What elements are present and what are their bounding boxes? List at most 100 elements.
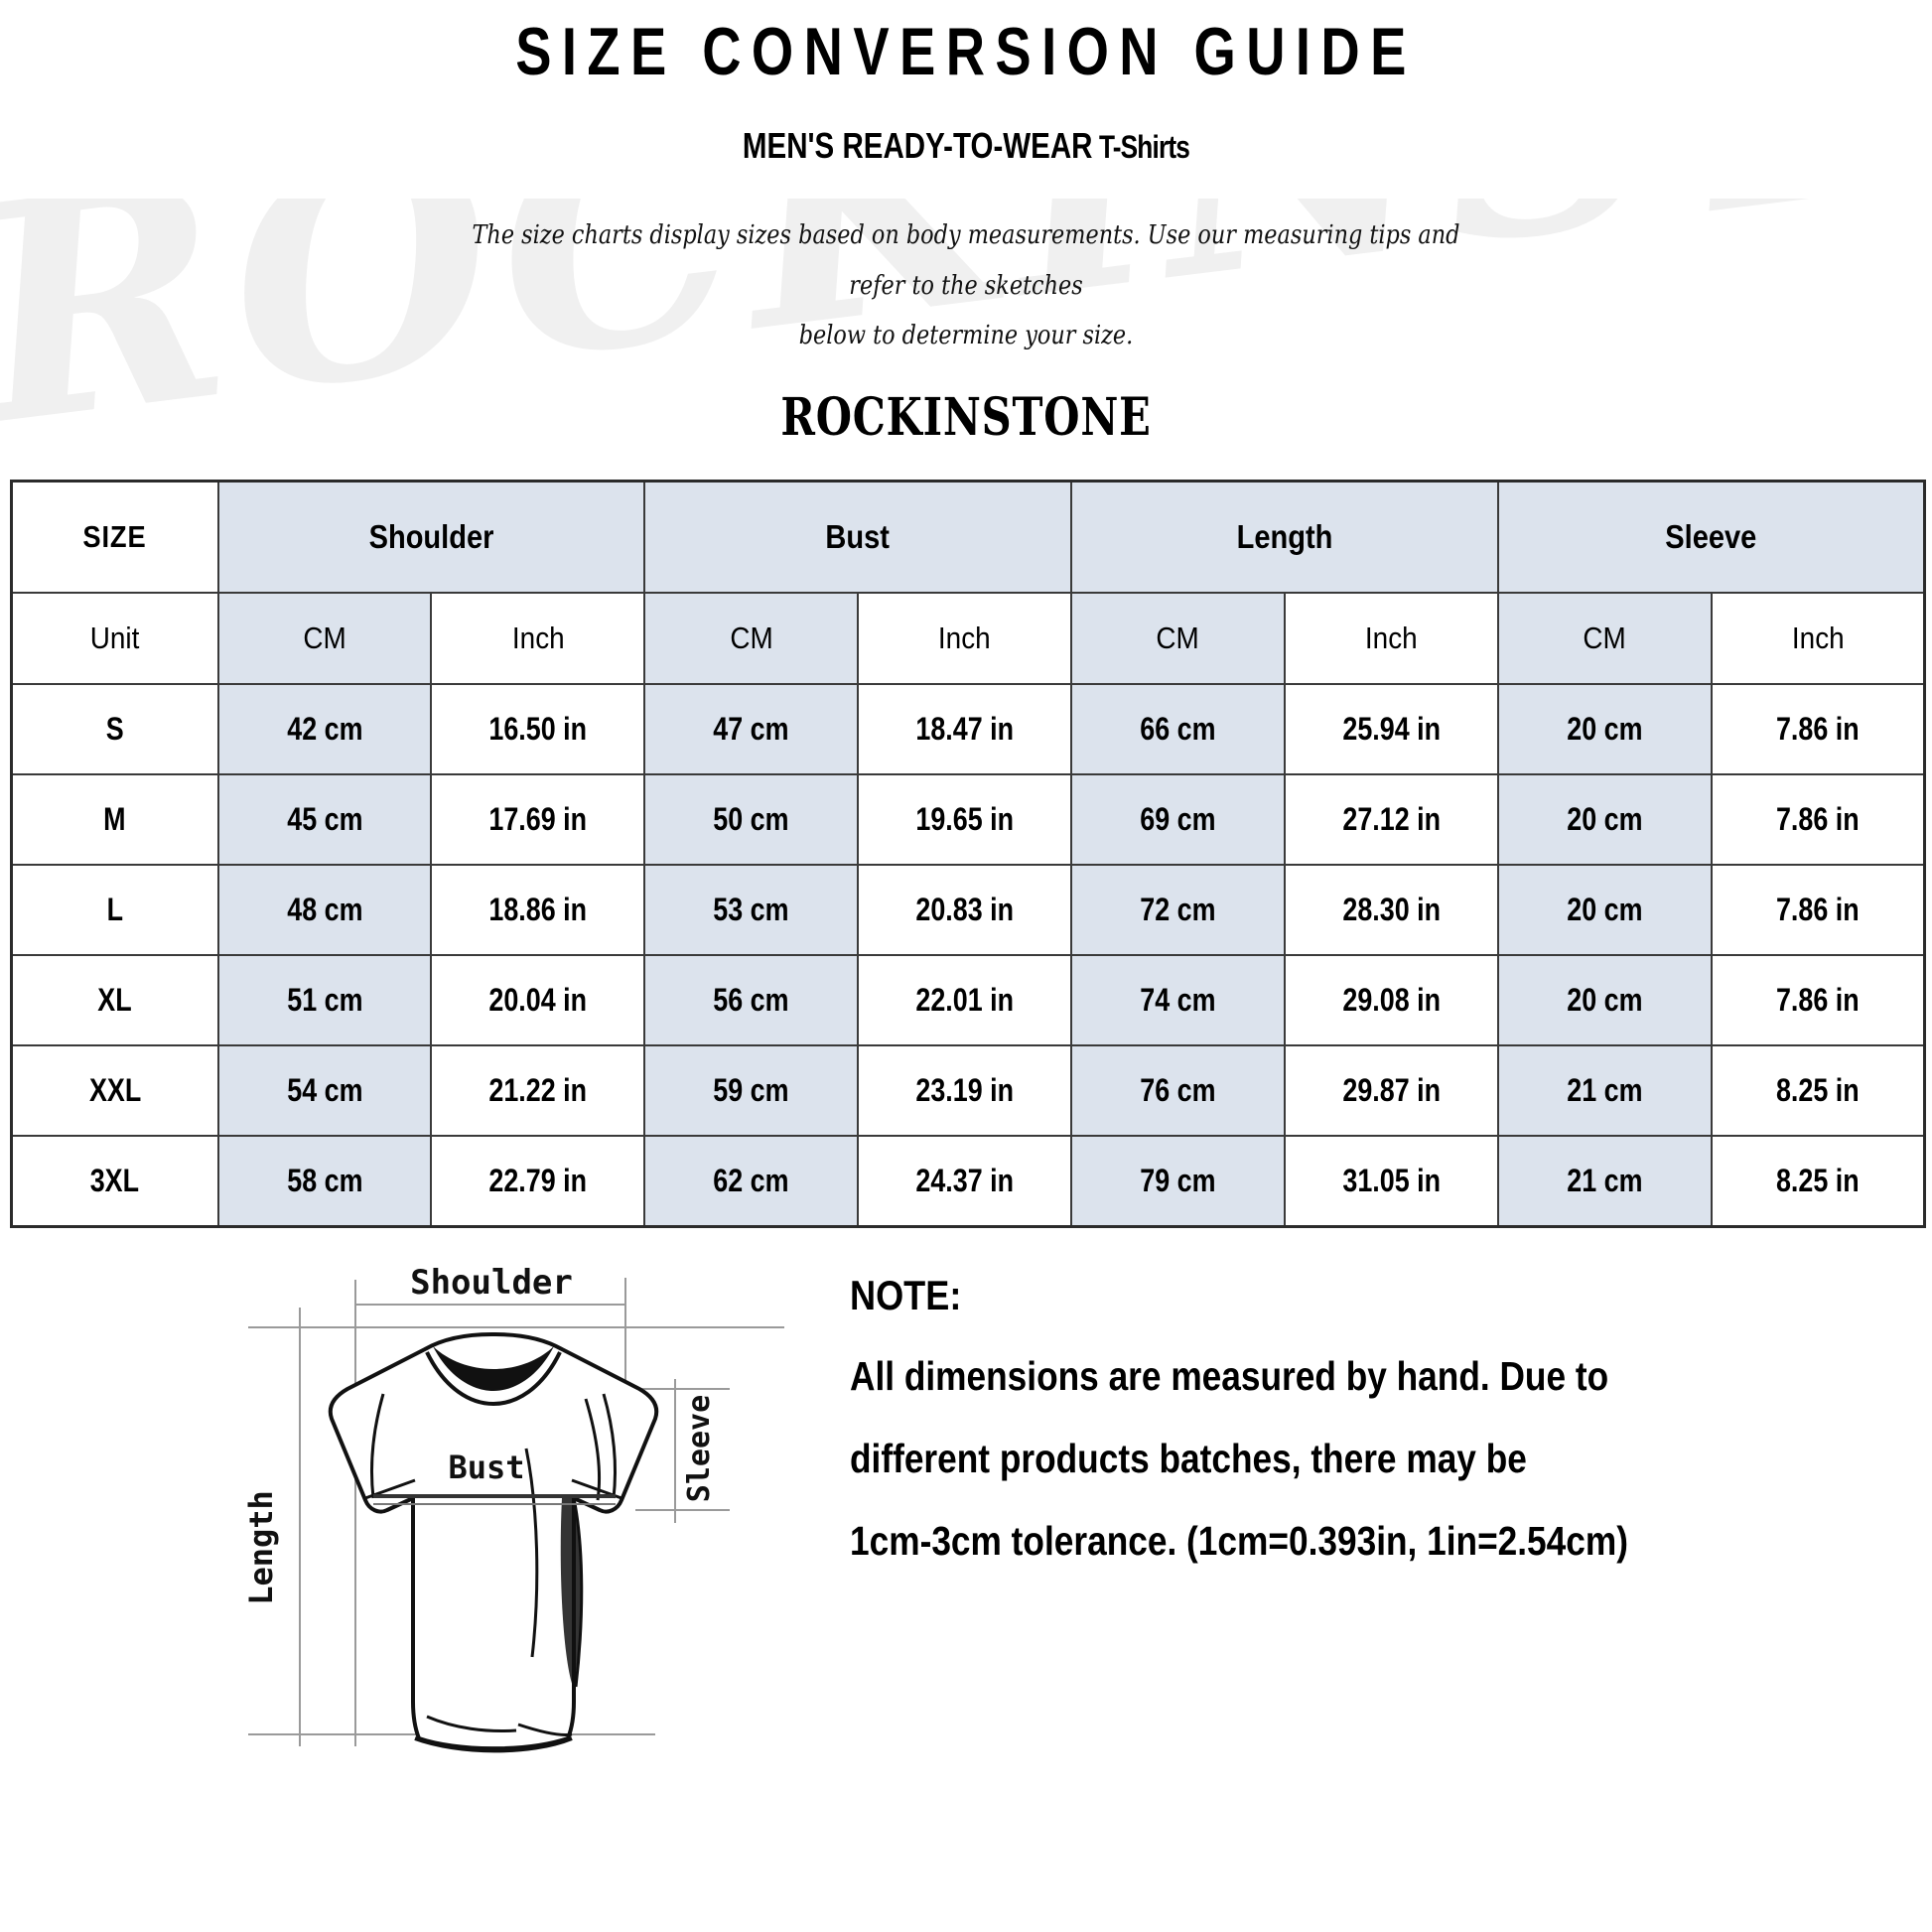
cell-measurement: 58 cm xyxy=(216,1135,433,1228)
cell-measurement: 42 cm xyxy=(216,683,433,776)
header-unit-shoulder-inch: Inch xyxy=(430,592,646,686)
cell-measurement: 22.01 in xyxy=(857,954,1072,1047)
cell-measurement: 20 cm xyxy=(1496,683,1713,776)
table-head: SIZE Shoulder Bust Length Sleeve Unit CM… xyxy=(10,480,1926,686)
subtitle-main: MEN'S READY-TO-WEAR xyxy=(742,125,1093,166)
cell-measurement: 72 cm xyxy=(1070,864,1286,957)
cell-measurement: 17.69 in xyxy=(430,773,646,867)
cell-measurement: 79 cm xyxy=(1070,1135,1286,1228)
cell-size-label: M xyxy=(10,773,219,867)
table-row: M 45 cm 17.69 in 50 cm 19.65 in 69 cm 27.12 in… xyxy=(10,773,1926,867)
table-row: 3XL 58 cm 22.79 in 62 cm 24.37 in 79 cm 31.05 … xyxy=(10,1135,1926,1228)
cell-measurement: 27.12 in xyxy=(1283,773,1499,867)
page-title: SIZE CONVERSION GUIDE xyxy=(515,14,1417,89)
diagram-label-length: Length xyxy=(242,1490,280,1605)
tshirt-diagram-svg: Shoulder Bust Length Sleeve xyxy=(242,1263,784,1753)
header-unit-sleeve-inch: Inch xyxy=(1710,592,1926,686)
header-group-sleeve: Sleeve xyxy=(1496,480,1926,595)
cell-measurement: 18.86 in xyxy=(430,864,646,957)
tshirt-collar xyxy=(433,1346,554,1392)
diagram-label-shoulder: Shoulder xyxy=(410,1263,573,1303)
cell-measurement: 45 cm xyxy=(216,773,433,867)
size-conversion-table: SIZE Shoulder Bust Length Sleeve Unit CM… xyxy=(10,480,1926,1229)
intro-paragraph: The size charts display sizes based on b… xyxy=(454,167,1478,361)
cell-measurement: 20.83 in xyxy=(857,864,1072,957)
tshirt-shadow xyxy=(560,1498,582,1690)
cell-measurement: 29.87 in xyxy=(1283,1044,1499,1138)
cell-measurement: 23.19 in xyxy=(857,1044,1072,1138)
cell-measurement: 18.47 in xyxy=(857,683,1072,776)
cell-measurement: 20 cm xyxy=(1496,954,1713,1047)
cell-measurement: 51 cm xyxy=(216,954,433,1047)
cell-measurement: 24.37 in xyxy=(857,1135,1072,1228)
note-line-3: 1cm-3cm tolerance. (1cm=0.393in, 1in=2.5… xyxy=(850,1518,1628,1565)
subtitle-product-label: T-Shirts xyxy=(1098,129,1190,165)
cell-measurement: 16.50 in xyxy=(430,683,646,776)
tshirt-diagram: Shoulder Bust Length Sleeve xyxy=(189,1250,784,1766)
cell-measurement: 69 cm xyxy=(1070,773,1286,867)
intro-line-2: below to determine your size. xyxy=(798,321,1134,351)
cell-measurement: 20 cm xyxy=(1496,864,1713,957)
brand-name: ROCKINSTONE xyxy=(780,387,1152,449)
header-unit-shoulder-cm: CM xyxy=(216,592,433,686)
table-body: S 42 cm 16.50 in 47 cm 18.47 in 66 cm 25.94 in… xyxy=(10,683,1926,1228)
header-group-length: Length xyxy=(1070,480,1499,595)
bottom-section: Shoulder Bust Length Sleeve NOTE: All di… xyxy=(0,1250,1932,1766)
note-title: NOTE: xyxy=(850,1272,962,1319)
cell-measurement: 62 cm xyxy=(643,1135,860,1228)
cell-measurement: 29.08 in xyxy=(1283,954,1499,1047)
cell-measurement: 7.86 in xyxy=(1710,954,1926,1047)
intro-line-1: The size charts display sizes based on b… xyxy=(472,220,1460,301)
cell-measurement: 7.86 in xyxy=(1710,773,1926,867)
cell-measurement: 50 cm xyxy=(643,773,860,867)
cell-measurement: 59 cm xyxy=(643,1044,860,1138)
diagram-label-bust: Bust xyxy=(448,1449,524,1486)
cell-measurement: 19.65 in xyxy=(857,773,1072,867)
header-unit-label: Unit xyxy=(10,592,219,686)
cell-measurement: 54 cm xyxy=(216,1044,433,1138)
cell-measurement: 7.86 in xyxy=(1710,864,1926,957)
table-row: L 48 cm 18.86 in 53 cm 20.83 in 72 cm 28.30 in… xyxy=(10,864,1926,957)
cell-measurement: 76 cm xyxy=(1070,1044,1286,1138)
cell-measurement: 8.25 in xyxy=(1710,1135,1926,1228)
cell-measurement: 48 cm xyxy=(216,864,433,957)
note-section: NOTE: All dimensions are measured by han… xyxy=(784,1250,1932,1600)
diagram-label-sleeve: Sleeve xyxy=(682,1395,717,1502)
cell-measurement: 56 cm xyxy=(643,954,860,1047)
cell-measurement: 21.22 in xyxy=(430,1044,646,1138)
cell-measurement: 7.86 in xyxy=(1710,683,1926,776)
cell-measurement: 28.30 in xyxy=(1283,864,1499,957)
header-unit-bust-inch: Inch xyxy=(857,592,1072,686)
cell-measurement: 74 cm xyxy=(1070,954,1286,1047)
cell-measurement: 8.25 in xyxy=(1710,1044,1926,1138)
cell-size-label: XL xyxy=(10,954,219,1047)
cell-measurement: 20.04 in xyxy=(430,954,646,1047)
cell-measurement: 31.05 in xyxy=(1283,1135,1499,1228)
tshirt-collar-line xyxy=(425,1351,562,1407)
header-unit-bust-cm: CM xyxy=(643,592,860,686)
size-table-container: SIZE Shoulder Bust Length Sleeve Unit CM… xyxy=(0,480,1932,1229)
page-root: SIZE CONVERSION GUIDE MEN'S READY-TO-WEA… xyxy=(0,14,1932,1766)
cell-measurement: 22.79 in xyxy=(430,1135,646,1228)
tshirt-outline xyxy=(328,1332,659,1751)
page-subtitle: MEN'S READY-TO-WEAR T-Shirts xyxy=(174,85,1758,167)
cell-measurement: 21 cm xyxy=(1496,1135,1713,1228)
table-header-row-groups: SIZE Shoulder Bust Length Sleeve xyxy=(10,480,1926,595)
tshirt-hem xyxy=(414,1736,573,1753)
table-row: XL 51 cm 20.04 in 56 cm 22.01 in 74 cm 29.08 i… xyxy=(10,954,1926,1047)
note-line-2: different products batches, there may be xyxy=(850,1436,1527,1482)
header-size: SIZE xyxy=(10,480,219,595)
cell-measurement: 66 cm xyxy=(1070,683,1286,776)
cell-size-label: XXL xyxy=(10,1044,219,1138)
cell-size-label: 3XL xyxy=(10,1135,219,1228)
header-unit-sleeve-cm: CM xyxy=(1496,592,1713,686)
header-unit-length-cm: CM xyxy=(1070,592,1286,686)
cell-size-label: L xyxy=(10,864,219,957)
header-group-bust: Bust xyxy=(643,480,1072,595)
table-row: S 42 cm 16.50 in 47 cm 18.47 in 66 cm 25.94 in… xyxy=(10,683,1926,776)
header-group-shoulder: Shoulder xyxy=(216,480,646,595)
cell-measurement: 47 cm xyxy=(643,683,860,776)
table-header-row-units: Unit CM Inch CM Inch CM Inch CM Inch xyxy=(10,592,1926,686)
table-row: XXL 54 cm 21.22 in 59 cm 23.19 in 76 cm 29.87 … xyxy=(10,1044,1926,1138)
cell-measurement: 20 cm xyxy=(1496,773,1713,867)
